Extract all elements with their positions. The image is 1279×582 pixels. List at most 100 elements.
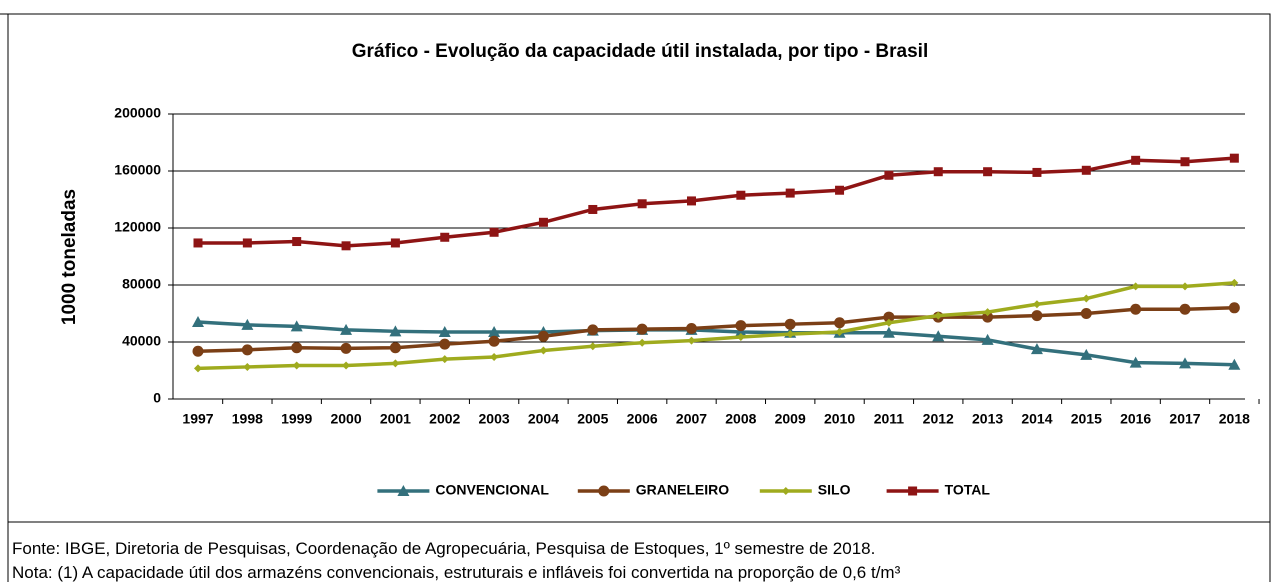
data-point <box>341 241 351 251</box>
source-note: Fonte: IBGE, Diretoria de Pesquisas, Coo… <box>12 539 875 558</box>
x-tick-label: 2017 <box>1169 411 1200 427</box>
x-tick-label: 2004 <box>528 411 559 427</box>
data-point <box>638 338 647 347</box>
y-tick-label: 200000 <box>114 105 161 121</box>
x-tick-label: 2015 <box>1071 411 1102 427</box>
data-point <box>438 326 451 338</box>
data-point <box>1030 343 1043 355</box>
data-point <box>439 338 451 350</box>
data-point <box>490 352 499 361</box>
data-point <box>786 330 795 339</box>
data-point <box>736 333 745 342</box>
data-point <box>1080 308 1092 319</box>
legend-marker <box>781 487 790 495</box>
x-tick-label: 2003 <box>479 411 510 427</box>
x-tick-label: 2009 <box>775 411 806 427</box>
data-point <box>1181 282 1189 291</box>
data-point <box>637 199 647 209</box>
data-point <box>342 361 351 370</box>
data-point <box>1180 157 1190 167</box>
data-point <box>389 342 401 354</box>
data-point <box>981 333 994 345</box>
data-point <box>290 320 303 332</box>
data-point <box>537 330 549 342</box>
data-point <box>241 344 253 356</box>
series-line <box>198 156 1235 248</box>
legend-label: TOTAL <box>945 482 991 498</box>
y-tick-label: 0 <box>153 390 161 406</box>
data-point <box>588 342 597 351</box>
chart-title: Gráfico - Evolução da capacidade útil in… <box>352 41 928 62</box>
data-point <box>735 320 747 332</box>
series-line <box>197 306 1235 354</box>
x-tick-label: 1999 <box>281 411 312 427</box>
data-point <box>538 217 548 227</box>
x-tick-label: 2013 <box>972 411 1003 427</box>
data-point <box>983 167 993 177</box>
legend-marker <box>397 485 410 496</box>
data-point <box>1031 310 1043 322</box>
data-point <box>687 336 696 345</box>
data-point <box>587 324 599 336</box>
data-point <box>192 345 204 357</box>
data-point <box>292 361 301 370</box>
x-tick-label: 2001 <box>380 411 411 427</box>
data-point <box>489 227 499 237</box>
y-tick-label: 40000 <box>122 333 161 349</box>
data-point <box>539 346 548 355</box>
x-tick-label: 2011 <box>874 411 905 427</box>
data-point <box>242 238 252 248</box>
data-point <box>636 323 648 335</box>
data-point <box>488 326 501 338</box>
x-tick-label: 2016 <box>1120 411 1151 427</box>
series-line <box>197 320 1235 367</box>
legend-label: GRANELEIRO <box>636 482 729 498</box>
data-point <box>785 188 795 198</box>
x-tick-label: 2006 <box>627 411 658 427</box>
x-tick-label: 2000 <box>330 411 361 427</box>
data-point <box>340 342 352 354</box>
footnote: Nota: (1) A capacidade útil dos armazéns… <box>12 563 901 582</box>
legend-marker <box>598 485 610 497</box>
data-point <box>488 335 500 347</box>
data-point <box>1081 165 1091 175</box>
x-tick-label: 2007 <box>676 411 707 427</box>
data-point <box>1229 153 1239 163</box>
data-point <box>784 318 796 330</box>
x-tick-label: 2018 <box>1219 411 1250 427</box>
data-point <box>736 190 746 200</box>
data-point <box>932 330 945 342</box>
data-point <box>982 311 994 323</box>
data-point <box>192 316 204 328</box>
x-tick-label: 2005 <box>577 411 608 427</box>
data-point <box>1032 300 1041 309</box>
x-tick-label: 2010 <box>824 411 855 427</box>
y-tick-label: 120000 <box>114 219 161 235</box>
data-point <box>1131 282 1140 291</box>
data-point <box>983 308 992 317</box>
data-point <box>292 237 302 247</box>
data-point <box>1228 358 1241 370</box>
data-point <box>1179 357 1191 369</box>
data-point <box>340 323 353 335</box>
data-point <box>391 359 400 368</box>
chart-frame <box>7 13 1271 523</box>
data-point <box>1032 167 1042 177</box>
data-point <box>686 322 697 334</box>
data-point <box>884 318 893 327</box>
series-line <box>197 281 1235 371</box>
data-point <box>440 355 449 364</box>
data-point <box>734 326 747 338</box>
data-point <box>882 326 895 338</box>
data-point <box>884 170 894 180</box>
data-point <box>1082 294 1091 303</box>
data-point <box>291 342 303 354</box>
data-point <box>243 362 252 371</box>
data-point <box>1131 155 1141 165</box>
data-point <box>883 311 895 323</box>
y-axis-label: 1000 toneladas <box>59 189 80 325</box>
data-point <box>440 232 450 242</box>
x-tick-label: 2002 <box>429 411 460 427</box>
data-point <box>1129 356 1142 368</box>
